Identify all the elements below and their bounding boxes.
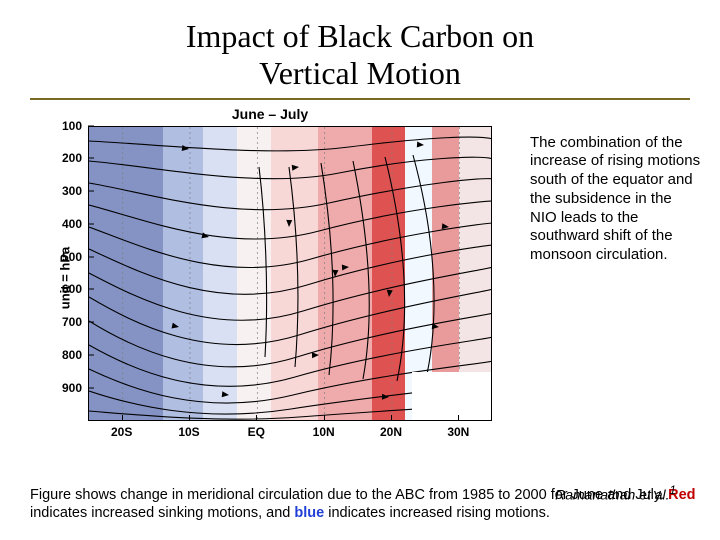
citation: Ramanathan et al.1 xyxy=(555,484,676,504)
caption-end: indicates increased rising motions. xyxy=(324,505,550,521)
content-row: June – July unit = hPa 10020030040050060… xyxy=(0,106,720,451)
y-tick-mark xyxy=(88,158,94,159)
figure-caption: Figure shows change in meridional circul… xyxy=(30,486,698,522)
x-tick-mark xyxy=(458,415,459,421)
title-block: Impact of Black Carbon on Vertical Motio… xyxy=(0,0,720,92)
y-tick-mark xyxy=(88,256,94,257)
y-tick-label: 900 xyxy=(62,381,86,395)
title-line-1: Impact of Black Carbon on xyxy=(186,18,534,54)
y-tick-mark xyxy=(88,322,94,323)
plot-area xyxy=(88,126,492,421)
chart-title: June – July xyxy=(30,106,510,122)
slide-title: Impact of Black Carbon on Vertical Motio… xyxy=(186,18,534,92)
y-tick-mark xyxy=(88,125,94,126)
mask-box xyxy=(412,372,492,420)
x-tick-label: 20N xyxy=(380,425,402,439)
y-tick-label: 200 xyxy=(62,151,86,165)
x-tick-label: 10N xyxy=(313,425,335,439)
y-tick-label: 600 xyxy=(62,282,86,296)
x-tick-mark xyxy=(256,415,257,421)
y-tick-label: 100 xyxy=(62,119,86,133)
y-tick-mark xyxy=(88,387,94,388)
x-tick-mark xyxy=(189,415,190,421)
side-text-column: The combination of the increase of risin… xyxy=(520,106,702,265)
side-text: The combination of the increase of risin… xyxy=(530,134,702,265)
title-line-2: Vertical Motion xyxy=(259,55,461,91)
x-tick-label: 30N xyxy=(447,425,469,439)
x-tick-label: 10S xyxy=(178,425,199,439)
y-tick-mark xyxy=(88,191,94,192)
y-tick-label: 300 xyxy=(62,184,86,198)
title-rule xyxy=(30,98,690,100)
x-tick-label: 20S xyxy=(111,425,132,439)
citation-text: Ramanathan et al. xyxy=(555,487,669,503)
circulation-chart: June – July unit = hPa 10020030040050060… xyxy=(30,106,510,451)
x-tick-mark xyxy=(391,415,392,421)
caption-blue: blue xyxy=(294,505,324,521)
x-tick-label: EQ xyxy=(248,425,265,439)
y-tick-mark xyxy=(88,223,94,224)
chart-column: June – July unit = hPa 10020030040050060… xyxy=(30,106,520,451)
x-tick-mark xyxy=(122,415,123,421)
y-tick-label: 800 xyxy=(62,348,86,362)
slide: Impact of Black Carbon on Vertical Motio… xyxy=(0,0,720,540)
y-tick-label: 500 xyxy=(62,250,86,264)
x-tick-mark xyxy=(324,415,325,421)
y-tick-label: 700 xyxy=(62,315,86,329)
y-tick-mark xyxy=(88,355,94,356)
caption-mid: indicates increased sinking motions, and xyxy=(30,505,294,521)
citation-sup: 1 xyxy=(670,484,676,497)
y-tick-label: 400 xyxy=(62,217,86,231)
y-tick-mark xyxy=(88,289,94,290)
